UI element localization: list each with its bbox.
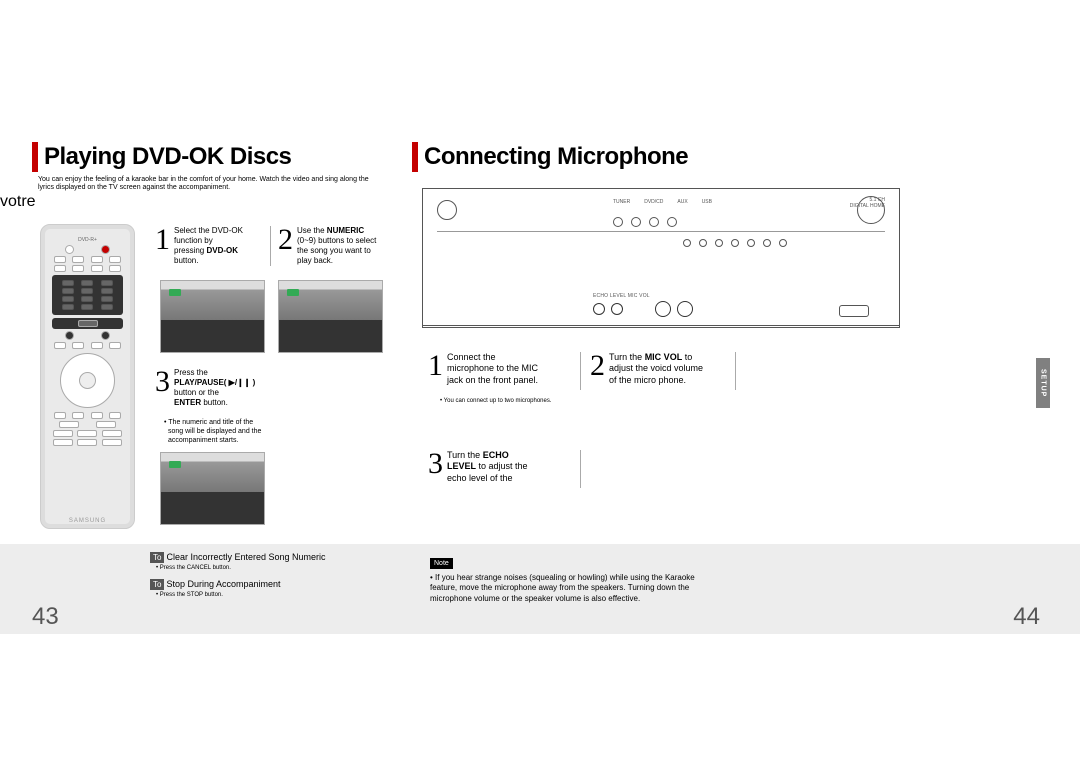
title-row: Connecting Microphone <box>412 142 1080 172</box>
title-accent-bar <box>412 142 418 172</box>
power-knob <box>437 200 457 220</box>
page-43: Playing DVD-OK Discs You can enjoy the f… <box>0 0 400 763</box>
page-number-left: 43 <box>32 603 59 631</box>
page-number-right: 44 <box>1013 603 1040 631</box>
separator <box>735 352 736 390</box>
title-accent-bar <box>32 142 38 172</box>
remote-control-illustration: DVD-R+ SAMSUNG <box>40 224 135 529</box>
bottom-strip-right: Note • If you hear strange noises (squea… <box>400 544 1080 634</box>
numeric-keypad <box>52 275 123 315</box>
receiver-illustration: 5.1 CHDIGITAL HOME TUNER DVD/CD AUX USB … <box>422 188 900 328</box>
separator <box>580 352 581 390</box>
page-title-left: Playing DVD-OK Discs <box>44 143 291 171</box>
mic-step-1: 1 Connect the microphone to the MIC jack… <box>428 352 538 386</box>
step-number: 1 <box>428 352 443 379</box>
jack-labels: ECHO LEVEL MIC VOL <box>593 293 650 299</box>
remote-logo: DVD-R+ <box>47 237 128 243</box>
separator <box>270 226 271 266</box>
to-stop-detail: Press the STOP button. <box>156 592 380 598</box>
step-text: Turn the ECHO LEVEL to adjust the echo l… <box>447 450 528 484</box>
receiver-source-labels: TUNER DVD/CD AUX USB <box>613 199 712 205</box>
to-clear: ToClear Incorrectly Entered Song Numeric <box>150 552 380 562</box>
tv-preview-3 <box>160 452 265 525</box>
mic-step-3: 3 Turn the ECHO LEVEL to adjust the echo… <box>428 450 528 484</box>
to-clear-detail: Press the CANCEL button. <box>156 565 380 571</box>
step-text: Use the NUMERIC (0~9) buttons to select … <box>297 226 376 266</box>
mic-step1-note: You can connect up to two microphones. <box>434 398 614 406</box>
tv-preview-1 <box>160 280 265 353</box>
to-stop: ToStop During Accompaniment <box>150 579 380 589</box>
tv-preview-2 <box>278 280 383 353</box>
separator <box>580 450 581 488</box>
page-subtitle-left: You can enjoy the feeling of a karaoke b… <box>38 176 378 193</box>
mic-jacks <box>593 301 693 317</box>
step-number: 1 <box>155 226 170 253</box>
bottom-strip-left: ToClear Incorrectly Entered Song Numeric… <box>0 544 400 634</box>
step-1: 1 Select the DVD-OK function by pressing… <box>155 226 243 266</box>
step-text: Press the PLAY/PAUSE( ▶/❙❙ ) button or t… <box>174 368 255 408</box>
note-text: • If you hear strange noises (squealing … <box>430 573 710 604</box>
step-2: 2 Use the NUMERIC (0~9) buttons to selec… <box>278 226 376 266</box>
receiver-source-buttons <box>613 217 677 227</box>
volume-knob <box>857 196 885 224</box>
page-title-right: Connecting Microphone <box>424 143 688 171</box>
mic-step-2: 2 Turn the MIC VOL to adjust the voicd v… <box>590 352 703 386</box>
note-label: Note <box>430 558 453 569</box>
dpad <box>60 353 115 408</box>
usb-port <box>839 305 869 317</box>
step-text: Turn the MIC VOL to adjust the voicd vol… <box>609 352 703 386</box>
step-number: 2 <box>278 226 293 253</box>
step-text: Connect the microphone to the MIC jack o… <box>447 352 538 386</box>
remote-brand: SAMSUNG <box>41 518 134 524</box>
step-3: 3 Press the PLAY/PAUSE( ▶/❙❙ ) button or… <box>155 368 255 408</box>
step-3-note: The numeric and title of the song will b… <box>158 418 268 445</box>
page-44: Connecting Microphone 5.1 CHDIGITAL HOME… <box>400 0 1080 763</box>
step-text: Select the DVD-OK function by pressing D… <box>174 226 243 266</box>
setup-tab: SETUP <box>1036 358 1050 408</box>
step-number: 3 <box>155 368 170 395</box>
title-row: Playing DVD-OK Discs <box>32 142 400 172</box>
step-number: 2 <box>590 352 605 379</box>
step-number: 3 <box>428 450 443 477</box>
